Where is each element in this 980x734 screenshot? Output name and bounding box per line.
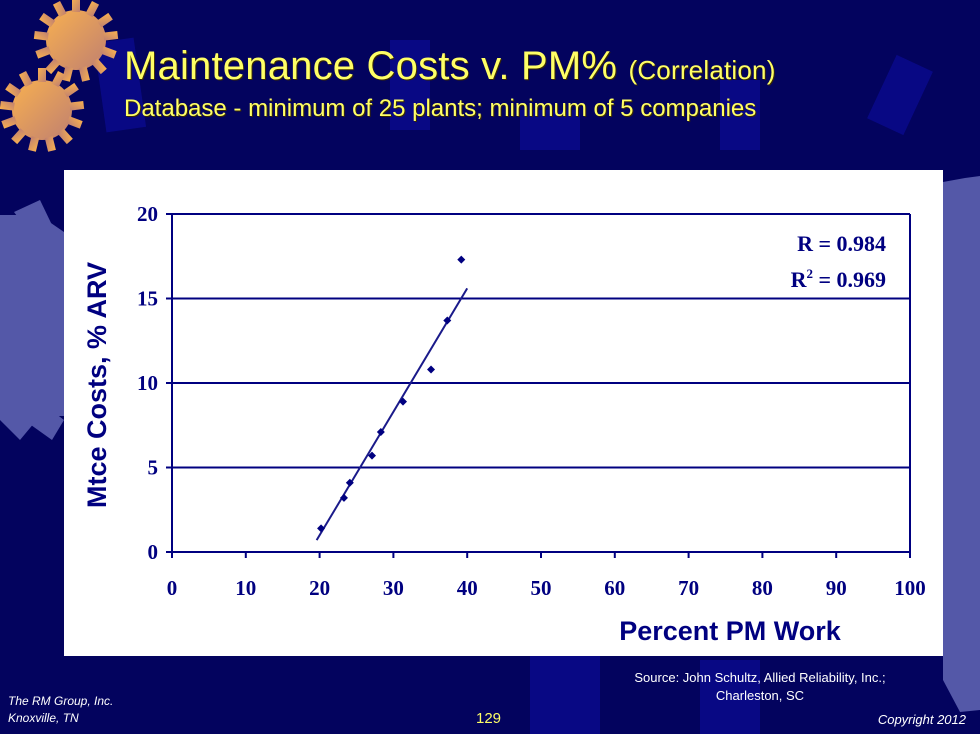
x-tick-label: 100 [894, 576, 926, 600]
r-annotation: R = 0.984 [797, 231, 886, 256]
page-number: 129 [476, 710, 502, 727]
x-tick-label: 80 [752, 576, 773, 600]
x-tick-label: 0 [167, 576, 178, 600]
source-line-1: Source: John Schultz, Allied Reliability… [634, 670, 886, 685]
x-tick-label: 60 [604, 576, 625, 600]
trendline [315, 287, 469, 541]
data-point [376, 428, 385, 437]
copyright: Copyright 2012 [877, 712, 966, 727]
source-line-2: Charleston, SC [715, 688, 805, 703]
y-tick-label: 10 [137, 371, 158, 395]
x-tick-label: 90 [826, 576, 847, 600]
footer-company-location: Knoxville, TN [8, 711, 79, 725]
slide-title-suffix: (Correlation) [628, 55, 776, 85]
chart-panel: 0 5 10 15 20 0 10 20 30 40 50 60 70 80 90 100 Mtce Cos… [64, 170, 943, 656]
data-point [339, 493, 348, 502]
x-tick-label: 40 [457, 576, 478, 600]
data-point [317, 524, 326, 533]
r2-annotation: R2 = 0.969 [791, 266, 886, 292]
gridlines [172, 213, 910, 469]
slide-title-main: Maintenance Costs v. PM% [124, 44, 618, 88]
y-tick-label: 20 [137, 202, 158, 226]
x-tick-label: 50 [531, 576, 552, 600]
x-axis-title: Percent PM Work [619, 616, 842, 646]
data-point [367, 451, 376, 460]
y-tick-label: 0 [148, 540, 159, 564]
y-axis-ticks: 0 5 10 15 20 [137, 202, 172, 564]
source-note: Source: John Schultz, Allied Reliability… [590, 669, 930, 705]
data-point [398, 397, 407, 406]
data-point [457, 255, 466, 264]
scatter-chart: 0 5 10 15 20 0 10 20 30 40 50 60 70 80 90 100 Mtce Cos… [82, 202, 926, 646]
x-tick-label: 30 [383, 576, 404, 600]
gear-icon [33, 0, 119, 82]
data-point [443, 316, 452, 325]
slide-title: Maintenance Costs v. PM% (Correlation) [124, 44, 776, 89]
footer-company-name: The RM Group, Inc. [8, 694, 114, 708]
data-point [345, 478, 354, 487]
x-axis-ticks: 0 10 20 30 40 50 60 70 80 90 100 [167, 552, 926, 600]
data-point [427, 365, 436, 374]
x-tick-label: 10 [235, 576, 256, 600]
data-points [317, 255, 466, 533]
x-tick-label: 70 [678, 576, 699, 600]
y-tick-label: 15 [137, 287, 158, 311]
footer-company: The RM Group, Inc. Knoxville, TN [8, 693, 113, 727]
y-tick-label: 5 [148, 456, 159, 480]
y-axis-title: Mtce Costs, % ARV [82, 262, 112, 508]
x-tick-label: 20 [309, 576, 330, 600]
gear-icon [0, 68, 85, 152]
slide-subtitle: Database - minimum of 25 plants; minimum… [124, 95, 757, 122]
